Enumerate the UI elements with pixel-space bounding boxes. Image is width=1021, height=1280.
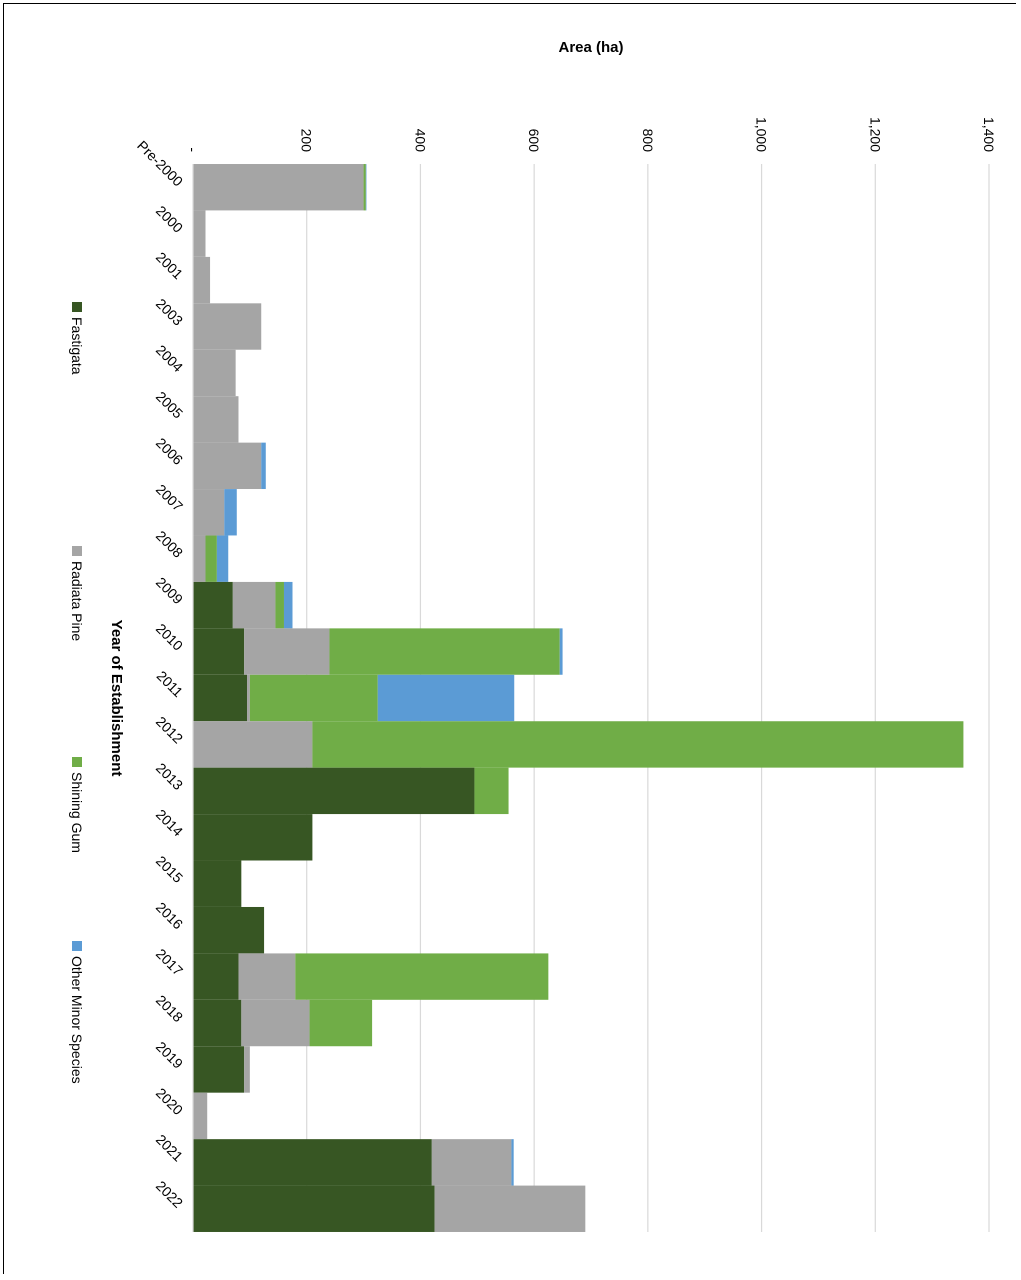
y-tick-label: 200 <box>299 129 315 153</box>
bar-fastigata <box>193 628 245 675</box>
bar-other-minor-species <box>511 1139 514 1186</box>
legend: Fastigata Radiata Pine Shining Gum Other Mi… <box>69 302 85 1084</box>
y-tick-label: 1,400 <box>981 117 997 152</box>
bar-radiata-pine <box>193 349 236 397</box>
bar-fastigata <box>193 1046 245 1093</box>
bar-fastigata <box>193 814 313 861</box>
legend-label: Other Minor Species <box>69 956 85 1084</box>
bars <box>192 164 964 1232</box>
legend-swatch <box>72 941 82 951</box>
y-tick-label: 400 <box>412 129 428 153</box>
legend-label: Radiata Pine <box>69 561 85 641</box>
bar-shining-gum <box>312 721 964 768</box>
bar-shining-gum <box>309 999 373 1047</box>
bar-radiata-pine <box>193 1092 208 1140</box>
stacked-bar-chart: -200 400 600 800 1,000 1,200 1,400 Pre-2000200… <box>4 4 1017 1275</box>
bar-fastigata <box>193 767 475 815</box>
chart-frame: -200 400 600 800 1,000 1,200 1,400 Pre-2000 200… <box>3 3 1017 1275</box>
bar-shining-gum <box>249 674 378 722</box>
bar-radiata-pine <box>193 721 313 768</box>
bar-fastigata <box>193 953 239 1000</box>
x-axis-title: Year of Establishment <box>108 620 125 777</box>
bar-other-minor-species <box>365 164 367 211</box>
bar-shining-gum <box>474 767 509 815</box>
bar-shining-gum <box>275 581 284 629</box>
bar-shining-gum <box>205 535 217 582</box>
bar-radiata-pine <box>192 210 206 257</box>
bar-radiata-pine <box>193 303 262 350</box>
bar-radiata-pine <box>232 581 276 629</box>
bar-shining-gum <box>295 953 549 1000</box>
y-axis-title: Area (ha) <box>558 39 623 56</box>
bar-radiata-pine <box>431 1139 512 1186</box>
legend-swatch <box>72 757 82 767</box>
bar-radiata-pine <box>238 953 296 1000</box>
bar-radiata-pine <box>192 535 206 582</box>
bar-radiata-pine <box>192 164 364 211</box>
bar-fastigata <box>192 581 233 629</box>
bar-radiata-pine <box>244 628 330 675</box>
y-tick-label: - <box>185 147 201 152</box>
y-tick-labels: - 200 400 600 800 1,000 1,200 1,400 <box>185 117 997 152</box>
bar-radiata-pine <box>192 489 225 536</box>
bar-radiata-pine <box>192 256 211 304</box>
bar-other-minor-species <box>216 535 229 582</box>
bar-fastigata <box>192 674 248 722</box>
bar-other-minor-species <box>559 628 563 675</box>
bar-shining-gum <box>329 628 560 675</box>
bar-radiata-pine <box>434 1185 586 1232</box>
y-tick-label: 800 <box>640 129 656 153</box>
bar-other-minor-species <box>283 581 293 629</box>
y-tick-label: 1,200 <box>867 117 883 152</box>
bar-other-minor-species <box>377 674 515 722</box>
bar-radiata-pine <box>247 674 250 722</box>
bar-radiata-pine <box>244 1046 250 1093</box>
bar-fastigata <box>192 906 265 954</box>
bar-radiata-pine <box>193 396 239 443</box>
bar-fastigata <box>192 860 242 907</box>
bar-shining-gum <box>363 164 366 211</box>
bar-other-minor-species <box>224 489 237 536</box>
legend-label: Fastigata <box>69 317 85 375</box>
bar-fastigata <box>193 1185 435 1232</box>
y-tick-label: 600 <box>526 129 542 153</box>
legend-swatch <box>72 546 82 556</box>
bar-radiata-pine <box>241 999 310 1047</box>
bar-fastigata <box>192 999 242 1047</box>
bar-other-minor-species <box>261 442 266 490</box>
y-tick-label: 1,000 <box>754 117 770 152</box>
legend-swatch <box>72 302 82 312</box>
bar-fastigata <box>192 1139 432 1186</box>
bar-radiata-pine <box>193 442 262 490</box>
legend-label: Shining Gum <box>69 772 85 853</box>
